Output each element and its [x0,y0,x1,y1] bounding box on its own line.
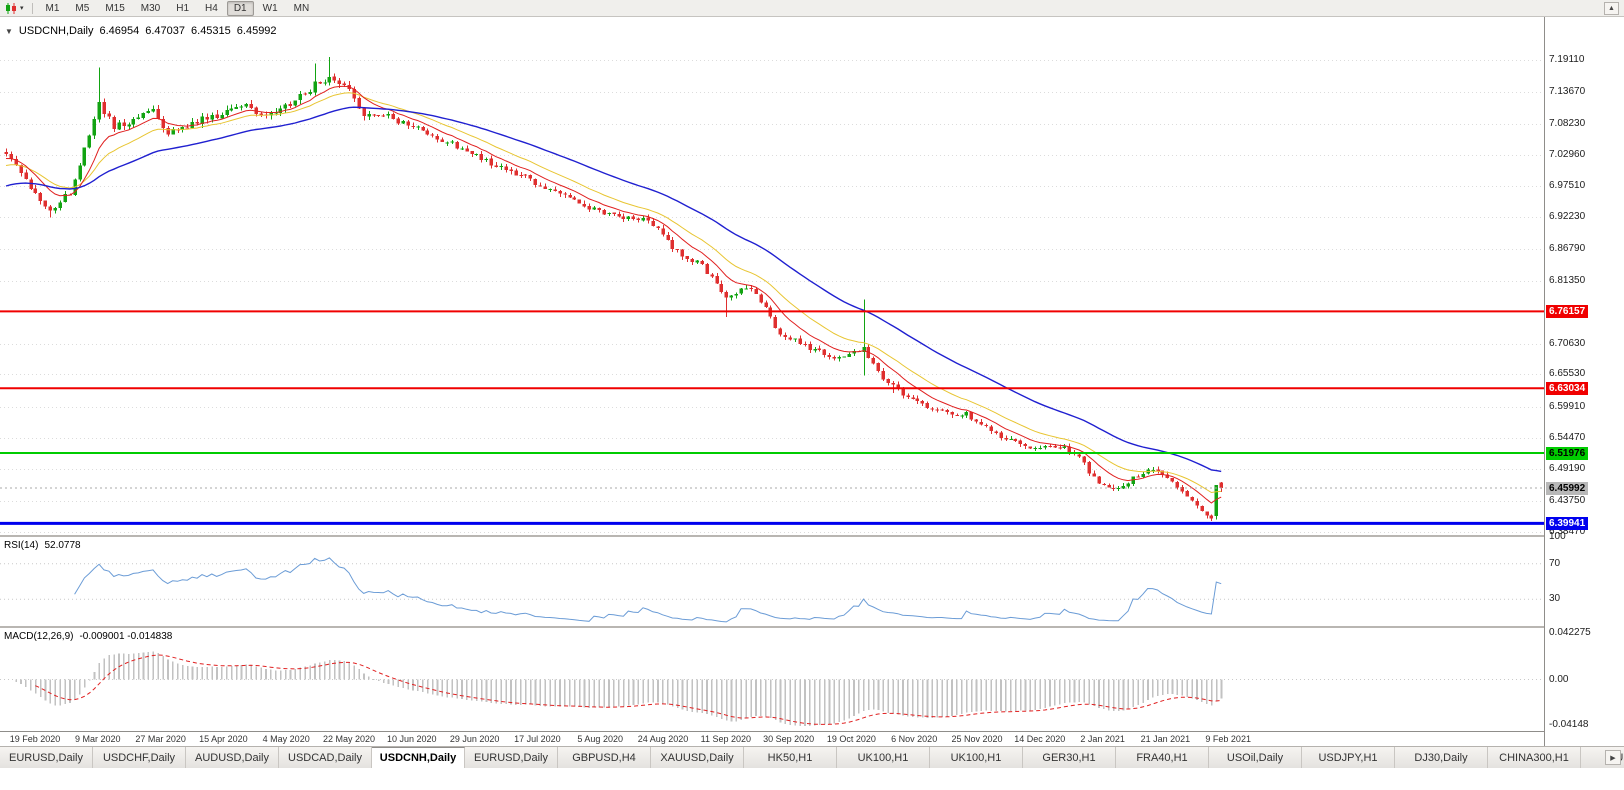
timeframe-button-m30[interactable]: M30 [140,2,161,14]
chart-tab-usdcad-daily[interactable]: USDCAD,Daily [279,747,372,768]
macd-axis-label: -0.04148 [1549,718,1589,730]
pane-splitter[interactable] [0,626,1624,628]
timeframe-button-m15[interactable]: M15 [105,2,125,14]
date-label: 24 Aug 2020 [637,734,689,744]
chart-tab-bar: EURUSD,Daily USDCHF,Daily AUDUSD,Daily USDC… [0,746,1624,768]
price-label: 6.81350 [1549,275,1586,287]
rsi-axis-label: 100 [1549,531,1566,542]
price-label: 7.13670 [1549,85,1586,97]
chart-tab-eurusd-daily[interactable]: EURUSD,Daily [0,747,93,768]
chart-tab-ger30-h1[interactable]: GER30,H1 [1023,747,1116,768]
date-label: 21 Jan 2021 [1140,734,1191,744]
price-label: 6.38470 [1549,526,1586,537]
date-label: 22 May 2020 [322,734,376,744]
timeframe-button-d1[interactable]: D1 [226,0,254,16]
rsi-indicator-chart[interactable] [0,537,1544,626]
date-label: 14 Dec 2020 [1014,734,1066,744]
date-label: 17 Jul 2020 [514,734,561,744]
timeframe-buttons: M1 M5 M15 M30 H1 H4 D1 W1 MN [38,0,318,16]
date-label: 5 Aug 2020 [577,734,623,744]
current-price-tag: 6.45992 [1546,481,1589,495]
price-line-tag: 6.39941 [1546,517,1589,531]
price-label: 6.65530 [1549,367,1586,379]
price-axis[interactable]: 7.19110 7.13670 7.08230 7.02960 6.97510 6.922… [1544,17,1624,746]
macd-axis-label: 0.00 [1549,673,1569,685]
price-label: 6.49190 [1549,463,1586,475]
timeframe-button-h4[interactable]: H4 [205,2,218,14]
tab-scroll-right-button[interactable]: ▶ [1605,750,1621,765]
date-label: 15 Apr 2020 [199,734,248,744]
date-label: 27 Mar 2020 [135,734,186,744]
chart-tab-audusd-daily[interactable]: AUDUSD,Daily [186,747,279,768]
price-label: 7.08230 [1549,117,1586,129]
price-label: 6.43750 [1549,495,1586,507]
price-label: 6.59910 [1549,400,1586,412]
date-label: 10 Jun 2020 [387,734,437,744]
main-chart-pane[interactable]: ▼ USDCNH,Daily 6.46954 6.47037 6.45315 6… [0,17,1544,535]
price-label: 6.92230 [1549,211,1586,223]
chart-tab-uk100-h1[interactable]: UK100,H1 [837,747,930,768]
chart-tab-usoil-daily[interactable]: USOil,Daily [1209,747,1302,768]
macd-pane[interactable]: MACD(12,26,9) -0.009001 -0.014838 [0,628,1544,731]
time-axis[interactable]: 19 Feb 2020 9 Mar 2020 27 Mar 2020 15 Apr 2… [0,732,1544,746]
timeframe-button-m1[interactable]: M1 [45,2,60,14]
chart-tab-uk100-h1[interactable]: UK100,H1 [930,747,1023,768]
price-label: 6.97510 [1549,180,1586,192]
date-label: 6 Nov 2020 [891,734,938,744]
chart-tab-usdchf-daily[interactable]: USDCHF,Daily [93,747,186,768]
macd-axis-label: 0.042275 [1549,627,1591,639]
pane-splitter[interactable] [0,535,1624,537]
date-label: 25 Nov 2020 [951,734,1003,744]
chart-tab-xauusd-daily[interactable]: XAUUSD,Daily [651,747,744,768]
price-line-tag: 6.76157 [1546,305,1589,319]
price-label: 6.86790 [1549,243,1586,255]
date-label: 2 Jan 2021 [1080,734,1125,744]
chart-tab-fra40-h1[interactable]: FRA40,H1 [1116,747,1209,768]
top-toolbar: ▾ M1 M5 M15 M30 H1 H4 D1 W1 MN ▲ [0,0,1624,17]
date-label: 9 Mar 2020 [75,734,121,744]
price-label: 7.02960 [1549,148,1586,160]
rsi-pane[interactable]: RSI(14) 52.0778 [0,537,1544,626]
timeframe-button-h1[interactable]: H1 [176,2,190,14]
date-label: 9 Feb 2021 [1205,734,1251,744]
date-label: 19 Feb 2020 [9,734,61,744]
macd-indicator-chart[interactable] [0,628,1544,731]
price-label: 6.70630 [1549,337,1586,349]
price-line-tag: 6.63034 [1546,382,1589,396]
chart-tab-hk50-h1[interactable]: HK50,H1 [744,747,837,768]
date-label: 4 May 2020 [262,734,310,744]
chart-tab-usdjpy-h1[interactable]: USDJPY,H1 [1302,747,1395,768]
one-click-trading-arrow-icon[interactable]: ▼ [5,26,13,36]
time-axis-border [0,731,1624,732]
chart-tab-usdcnh-daily[interactable]: USDCNH,Daily [372,747,465,768]
candlestick-chart[interactable] [0,17,1544,535]
chart-type-icon[interactable] [2,1,20,16]
chart-tab-china300-h1[interactable]: CHINA300,H1 [1488,747,1581,768]
chart-tab-eurusd-daily[interactable]: EURUSD,Daily [465,747,558,768]
toolbar-scroll-up-button[interactable]: ▲ [1604,1,1619,15]
date-label: 19 Oct 2020 [826,734,876,744]
toolbar-separator [31,2,33,14]
price-label: 6.54470 [1549,432,1586,444]
timeframe-button-mn[interactable]: MN [293,2,310,14]
timeframe-button-m5[interactable]: M5 [75,2,90,14]
price-line-tag: 6.51976 [1546,446,1589,460]
rsi-axis-label: 70 [1549,557,1561,569]
chart-area: ▼ USDCNH,Daily 6.46954 6.47037 6.45315 6… [0,17,1624,746]
date-label: 30 Sep 2020 [763,734,815,744]
date-label: 11 Sep 2020 [700,734,751,744]
chart-type-dropdown-icon[interactable]: ▾ [20,5,24,12]
date-label: 29 Jun 2020 [449,734,500,744]
chart-tab-gbpusd-h4[interactable]: GBPUSD,H4 [558,747,651,768]
rsi-axis-label: 30 [1549,593,1561,605]
chart-tab-dj30-daily[interactable]: DJ30,Daily [1395,747,1488,768]
price-label: 7.19110 [1549,54,1585,66]
timeframe-button-w1[interactable]: W1 [262,2,278,14]
